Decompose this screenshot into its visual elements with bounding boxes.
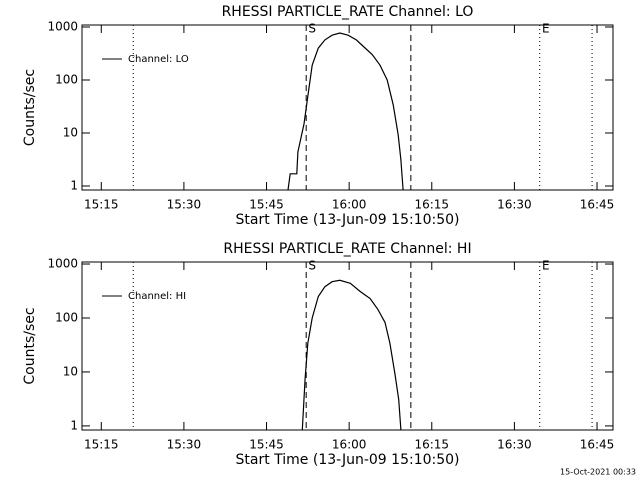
x-tick-label: 16:15 (414, 198, 449, 212)
x-tick-label: 15:15 (84, 198, 119, 212)
x-axis-label: Start Time (13-Jun-09 15:10:50) (236, 452, 460, 468)
chart-title: RHESSI PARTICLE_RATE Channel: LO (222, 4, 474, 20)
data-line (287, 32, 404, 191)
x-tick-label: 16:00 (332, 438, 367, 452)
data-line (301, 279, 402, 431)
y-axis-label: Counts/sec (22, 307, 38, 384)
timestamp: 15-Oct-2021 00:33 (560, 468, 636, 477)
x-tick-label: 16:15 (414, 438, 449, 452)
y-tick-label: 10 (63, 125, 78, 139)
y-tick-label: 100 (55, 310, 78, 324)
legend-label: Channel: HI (128, 291, 186, 302)
x-tick-label: 15:30 (167, 198, 202, 212)
x-tick-label: 16:00 (332, 198, 367, 212)
legend-label: Channel: LO (128, 54, 189, 65)
x-tick-label: 15:15 (84, 438, 119, 452)
chart-title: RHESSI PARTICLE_RATE Channel: HI (223, 241, 471, 257)
annotation: E (542, 22, 550, 36)
annotation: S (308, 22, 316, 36)
plot-frame (81, 24, 614, 191)
x-tick-label: 15:45 (249, 198, 284, 212)
y-tick-label: 10 (63, 364, 78, 378)
x-tick-label: 15:45 (249, 438, 284, 452)
x-tick-label: 16:45 (580, 198, 615, 212)
x-tick-label: 16:30 (497, 198, 532, 212)
y-tick-label: 1000 (47, 257, 78, 271)
y-axis-label: Counts/sec (22, 69, 38, 146)
y-tick-label: 1 (70, 178, 78, 192)
y-tick-label: 100 (55, 72, 78, 86)
annotation: S (308, 259, 316, 273)
x-axis-label: Start Time (13-Jun-09 15:10:50) (236, 212, 460, 228)
y-tick-label: 1000 (47, 19, 78, 33)
x-tick-label: 16:45 (580, 438, 615, 452)
plot-frame (81, 261, 614, 431)
x-tick-label: 16:30 (497, 438, 532, 452)
annotation: E (542, 259, 550, 273)
x-tick-label: 15:30 (167, 438, 202, 452)
y-tick-label: 1 (70, 418, 78, 432)
